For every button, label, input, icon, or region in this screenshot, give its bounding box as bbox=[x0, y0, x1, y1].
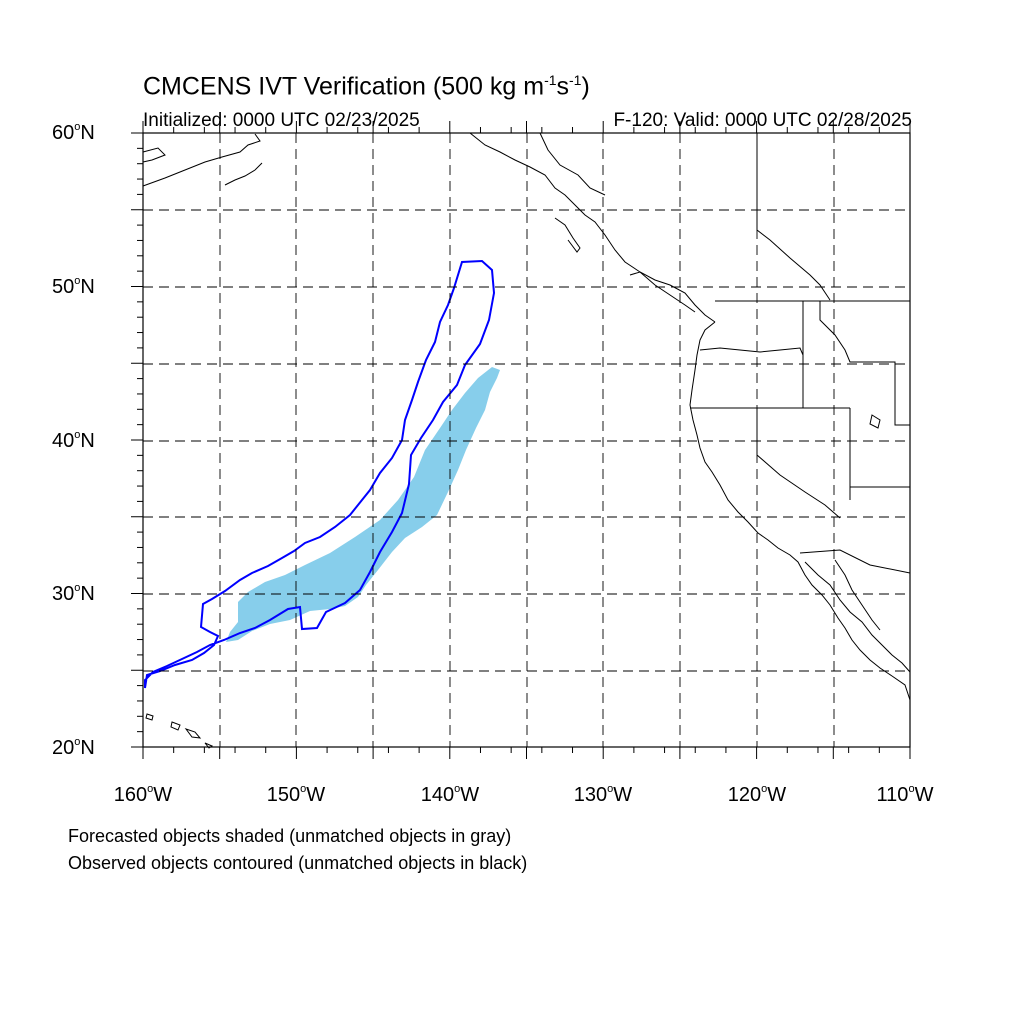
lat-label-50n: 50oN bbox=[52, 275, 95, 298]
forecast-object bbox=[226, 367, 500, 642]
lat-label-40n: 40oN bbox=[52, 429, 95, 452]
observed-contour-outer bbox=[144, 259, 496, 689]
observed-object-outer bbox=[144, 259, 496, 689]
forecast-object-shape bbox=[226, 367, 500, 642]
lat-label-30n: 30oN bbox=[52, 582, 95, 605]
lon-label-160w: 160oW bbox=[113, 783, 173, 806]
lon-label-110w: 110oW bbox=[876, 783, 934, 806]
observed-note: Observed objects contoured (unmatched ob… bbox=[68, 853, 528, 873]
lon-label-140w: 140oW bbox=[420, 783, 480, 806]
valid-time-label: F-120: Valid: 0000 UTC 02/28/2025 bbox=[613, 110, 912, 131]
lon-label-130w: 130oW bbox=[573, 783, 633, 806]
lon-label-150w: 150oW bbox=[266, 783, 326, 806]
map-title: CMCENS IVT Verification (500 kg m-1s-1) bbox=[143, 72, 590, 101]
axis-ticks bbox=[131, 121, 911, 759]
coastlines bbox=[142, 132, 911, 749]
lat-label-60n: 60oN bbox=[52, 121, 95, 144]
map-frame bbox=[142, 132, 911, 748]
forecast-note: Forecasted objects shaded (unmatched obj… bbox=[68, 826, 512, 846]
lat-label-20n: 20oN bbox=[52, 736, 95, 759]
lon-label-120w: 120oW bbox=[727, 783, 787, 806]
init-time-label: Initialized: 0000 UTC 02/23/2025 bbox=[143, 110, 420, 131]
lat-lon-grid bbox=[143, 133, 910, 747]
